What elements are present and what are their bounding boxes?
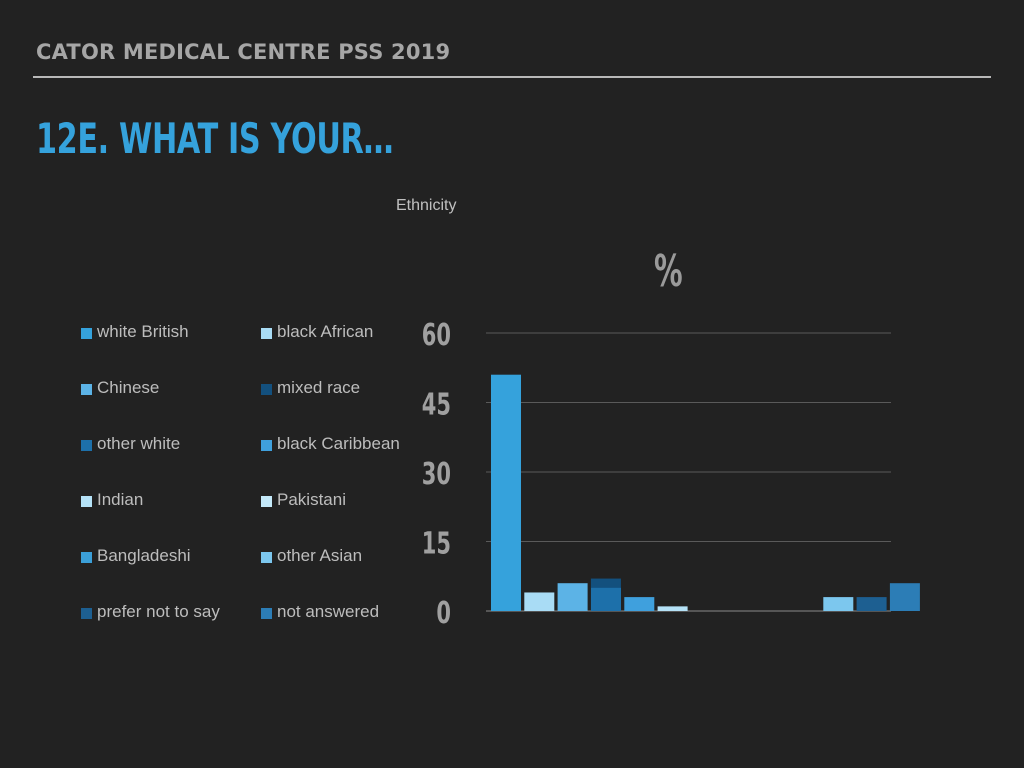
legend-item: black Caribbean	[261, 434, 421, 490]
legend-swatch	[81, 496, 92, 507]
legend-item: Chinese	[81, 378, 261, 434]
legend-swatch	[261, 384, 272, 395]
header-divider	[33, 76, 991, 78]
y-tick-label: 0	[436, 596, 451, 631]
legend-label: black African	[277, 322, 374, 341]
y-tick-label: 15	[422, 527, 451, 562]
legend-label: Bangladeshi	[97, 546, 191, 565]
y-tick-label: 60	[422, 318, 451, 353]
legend-swatch	[81, 440, 92, 451]
legend-swatch	[261, 608, 272, 619]
bar-Chinese	[557, 583, 588, 611]
legend-item: mixed race	[261, 378, 421, 434]
legend-item: not answered	[261, 602, 421, 658]
legend-swatch	[261, 440, 272, 451]
legend-swatch	[261, 496, 272, 507]
chart-legend: white British black African Chinese mixed r…	[81, 322, 421, 658]
header-title: CATOR MEDICAL CENTRE PSS 2019	[36, 40, 451, 64]
legend-item: white British	[81, 322, 261, 378]
legend-item: Pakistani	[261, 490, 421, 546]
legend-label: Indian	[97, 490, 144, 509]
y-tick-label: 30	[422, 457, 451, 492]
y-axis-unit-label: %	[654, 246, 683, 297]
legend-item: prefer not to say	[81, 602, 261, 658]
bar-not-answered	[889, 583, 920, 611]
legend-label: Pakistani	[277, 490, 346, 509]
legend-label: other Asian	[277, 546, 363, 565]
bar-Indian	[657, 606, 688, 611]
legend-label: Chinese	[97, 378, 160, 397]
legend-label: white British	[97, 322, 189, 341]
legend-label: black Caribbean	[277, 434, 400, 453]
bar-white-British	[491, 374, 521, 611]
legend-item: Bangladeshi	[81, 546, 261, 602]
legend-label: not answered	[277, 602, 380, 621]
legend-label: other white	[97, 434, 181, 453]
chart-title: Ethnicity	[396, 197, 457, 214]
bar-prefer-not-to-say	[856, 597, 887, 611]
bar-other-Asian	[823, 597, 854, 611]
legend-swatch	[81, 328, 92, 339]
legend-item: other Asian	[261, 546, 421, 602]
legend-item: other white	[81, 434, 261, 490]
legend-swatch	[81, 552, 92, 563]
legend-swatch	[261, 552, 272, 563]
bar-black-Caribbean	[624, 597, 655, 611]
legend-item: black African	[261, 322, 421, 378]
y-tick-label: 45	[422, 388, 451, 423]
legend-swatch	[261, 328, 272, 339]
legend-item: Indian	[81, 490, 261, 546]
legend-swatch	[81, 384, 92, 395]
legend-label: mixed race	[277, 378, 361, 397]
bar-other-white	[591, 587, 621, 611]
slide-title: 12E. WHAT IS YOUR…	[36, 114, 394, 163]
bar-black-African	[524, 592, 555, 611]
legend-label: prefer not to say	[97, 602, 220, 621]
legend-swatch	[81, 608, 92, 619]
